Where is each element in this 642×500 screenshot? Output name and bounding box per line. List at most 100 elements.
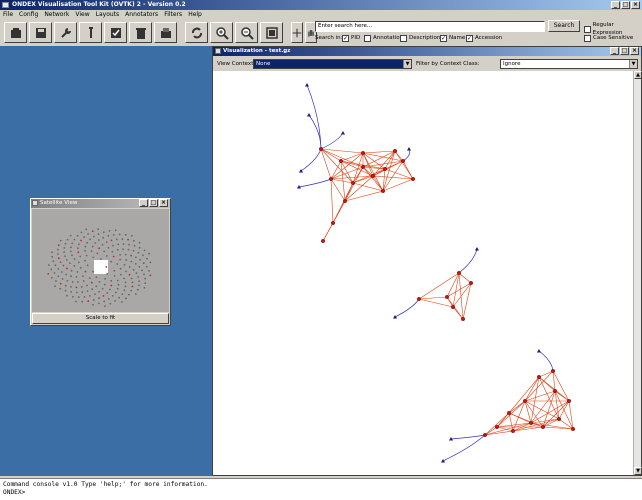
graph-node[interactable] <box>393 315 397 319</box>
refresh-button[interactable] <box>185 22 208 43</box>
satellite-maximize-button[interactable]: □ <box>149 199 158 207</box>
graph-node[interactable] <box>328 176 333 181</box>
menu-view[interactable]: View <box>75 11 90 18</box>
graph-node[interactable] <box>557 417 562 422</box>
menu-filters[interactable]: Filters <box>164 11 183 18</box>
search-input[interactable]: Enter search here... <box>315 21 545 32</box>
graph-node[interactable] <box>475 247 479 251</box>
graph-node[interactable] <box>330 220 335 225</box>
menu-network[interactable]: Network <box>44 11 70 18</box>
graph-node[interactable] <box>318 146 323 151</box>
graph-node[interactable] <box>360 164 365 169</box>
graph-node[interactable] <box>380 188 385 193</box>
checkbox-box[interactable] <box>364 34 371 42</box>
graph-node[interactable] <box>441 459 445 463</box>
graph-node[interactable] <box>320 238 325 243</box>
zoom-in-button[interactable] <box>210 22 233 43</box>
graph-node[interactable] <box>529 421 534 426</box>
zoom-out-button[interactable] <box>235 22 258 43</box>
graph-node[interactable] <box>567 399 572 404</box>
command-console[interactable]: Command console v1.0 Type 'help;' for mo… <box>0 478 642 500</box>
viewport-indicator[interactable] <box>94 260 108 274</box>
graph-node[interactable] <box>410 176 415 181</box>
vis-minimize-button[interactable]: _ <box>610 47 619 55</box>
case-sensitive-checkbox[interactable]: Case Sensitive <box>584 34 633 42</box>
satellite-minimize-button[interactable]: _ <box>139 199 148 207</box>
graph-node[interactable] <box>392 148 397 153</box>
checkbox-box[interactable]: ✓ <box>466 34 473 42</box>
graph-node[interactable] <box>449 437 453 441</box>
graph-node[interactable] <box>299 169 303 173</box>
satellite-canvas[interactable] <box>32 209 169 312</box>
vis-close-button[interactable]: × <box>630 47 639 55</box>
fit-button[interactable] <box>260 22 283 43</box>
chevron-down-icon[interactable]: ▼ <box>629 60 637 68</box>
minimize-button[interactable]: _ <box>611 1 620 9</box>
graph-node[interactable] <box>553 389 558 394</box>
menu-config[interactable]: Config <box>19 11 39 18</box>
satellite-close-button[interactable]: × <box>159 199 168 207</box>
delete-button[interactable] <box>129 22 152 43</box>
graph-node[interactable] <box>360 150 365 155</box>
scroll-up-arrow[interactable]: ▲ <box>634 71 642 79</box>
checkbox-box[interactable] <box>584 25 591 33</box>
graph-node[interactable] <box>537 375 542 380</box>
graph-node[interactable] <box>341 131 345 135</box>
checkbox-box[interactable]: ✓ <box>440 34 447 42</box>
visualization-title-bar[interactable]: Visualization - test.gz _ □ × <box>213 47 641 56</box>
filter-select[interactable]: Ignore ▼ <box>500 59 638 69</box>
new-button[interactable] <box>4 22 27 43</box>
graph-node[interactable] <box>523 399 528 404</box>
edit-button[interactable] <box>79 22 102 43</box>
graph-node[interactable] <box>551 369 556 374</box>
checkbox-box[interactable] <box>584 34 591 42</box>
graph-node[interactable] <box>541 425 546 430</box>
checkbox-button[interactable] <box>104 22 127 43</box>
hand-button[interactable] <box>305 22 317 43</box>
graph-node[interactable] <box>307 113 311 117</box>
graph-node[interactable] <box>483 433 488 438</box>
name-checkbox[interactable]: ✓ Name <box>440 34 465 42</box>
satellite-title-bar[interactable]: Satellite View _ □ × <box>31 199 170 208</box>
menu-help[interactable]: Help <box>188 11 202 18</box>
wrench-button[interactable] <box>54 22 77 43</box>
close-button[interactable]: × <box>631 1 640 9</box>
graph-node[interactable] <box>382 166 387 171</box>
graph-node[interactable] <box>507 411 512 416</box>
graph-node[interactable] <box>571 427 576 432</box>
vertical-scrollbar[interactable]: ▲ ▼ <box>633 71 642 475</box>
view-context-select[interactable]: None ▼ <box>253 59 412 69</box>
scale-to-fit-button[interactable]: Scale to fit <box>32 313 169 324</box>
graph-node[interactable] <box>416 296 421 301</box>
graph-node[interactable] <box>370 173 375 178</box>
graph-node[interactable] <box>338 158 343 163</box>
description-checkbox[interactable]: Description <box>400 34 440 42</box>
search-button[interactable]: Search <box>548 20 580 32</box>
pid-checkbox[interactable]: ✓ PID <box>342 34 360 42</box>
graph-node[interactable] <box>495 425 500 430</box>
checkbox-box[interactable] <box>400 34 407 42</box>
graph-node[interactable] <box>460 316 465 321</box>
menu-file[interactable]: File <box>3 11 14 18</box>
graph-node[interactable] <box>297 185 301 189</box>
graph-node[interactable] <box>342 198 347 203</box>
regular-expression-checkbox[interactable]: Regular Expression <box>584 21 642 37</box>
move-button[interactable] <box>291 22 303 43</box>
graph-node[interactable] <box>305 83 309 87</box>
chevron-down-icon[interactable]: ▼ <box>403 60 411 68</box>
graph-node[interactable] <box>444 294 449 299</box>
menu-layouts[interactable]: Layouts <box>95 11 120 18</box>
graph-node[interactable] <box>350 180 355 185</box>
graph-node[interactable] <box>511 429 516 434</box>
graph-canvas[interactable] <box>213 71 633 475</box>
annotation-checkbox[interactable]: Annotation <box>364 34 403 42</box>
graph-node[interactable] <box>450 304 455 309</box>
accession-checkbox[interactable]: ✓ Accession <box>466 34 502 42</box>
save-button[interactable] <box>29 22 52 43</box>
graph-node[interactable] <box>456 270 461 275</box>
vis-maximize-button[interactable]: □ <box>620 47 629 55</box>
maximize-button[interactable]: □ <box>621 1 630 9</box>
export-button[interactable] <box>154 22 177 43</box>
menu-annotators[interactable]: Annotators <box>125 11 159 18</box>
graph-node[interactable] <box>537 349 541 353</box>
